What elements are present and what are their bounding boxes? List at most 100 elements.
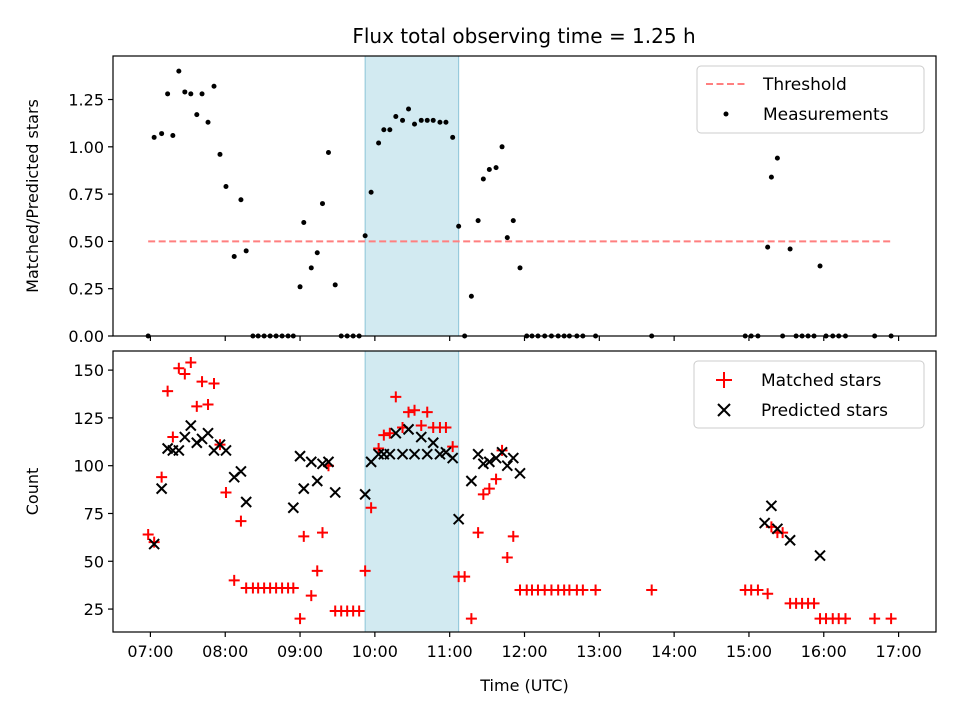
predicted-star-point	[359, 488, 371, 501]
legend-predicted-label: Predicted stars	[761, 401, 888, 421]
predicted-star-point	[507, 452, 519, 464]
y-tick-label: 0.25	[68, 280, 104, 299]
legend-threshold-label: Threshold	[762, 75, 847, 95]
measurement-point	[456, 223, 462, 229]
predicted-star-point	[322, 456, 335, 468]
matched-star-point	[196, 376, 208, 388]
measurement-point	[437, 119, 443, 125]
y-tick-label: 25	[84, 600, 104, 619]
matched-star-point	[421, 406, 433, 418]
x-tick-label: 12:00	[501, 642, 547, 661]
matched-star-point	[179, 368, 191, 380]
matched-star-point	[316, 527, 328, 539]
predicted-star-point	[396, 448, 409, 460]
measurement-point	[325, 149, 331, 155]
ratio-y-axis: 0.00 0.25 0.50 0.75 1.00 1.25	[68, 91, 113, 346]
matched-star-point	[298, 530, 310, 542]
measurement-point	[314, 250, 320, 256]
matched-star-point	[228, 574, 240, 586]
time-x-axis: 07:00 08:00 09:00 10:00 11:00 12:00 13:00 14:00…	[127, 632, 922, 661]
measurement-point	[765, 244, 771, 250]
time-x-axis-label: Time (UTC)	[479, 676, 568, 695]
measurement-point	[231, 254, 237, 260]
predicted-star-point	[311, 475, 323, 487]
legend-matched-swatch	[716, 372, 732, 388]
predicted-star-points	[148, 419, 826, 562]
measurement-point	[517, 265, 523, 271]
x-tick-label: 13:00	[576, 642, 622, 661]
measurement-point	[199, 91, 205, 97]
ratio-x-ticks	[149, 336, 900, 341]
count-panel: 25 50 75 100 125 150 07:00 08:00 09:00 10:00 11:0…	[23, 350, 937, 695]
measurement-point	[376, 140, 382, 146]
predicted-star-point	[329, 486, 341, 499]
predicted-star-point	[298, 482, 310, 495]
matched-star-point	[359, 565, 371, 577]
predicted-star-point	[372, 448, 385, 460]
x-tick-label: 16:00	[801, 642, 847, 661]
matched-star-point	[440, 421, 452, 433]
predicted-star-point	[191, 437, 203, 449]
ratio-y-axis-label: Matched/Predicted stars	[23, 99, 42, 293]
matched-star-point	[577, 584, 589, 596]
measurement-point	[182, 89, 188, 95]
matched-star-point	[294, 613, 306, 625]
matched-star-point	[490, 473, 502, 485]
matched-star-point	[220, 486, 232, 498]
x-tick-label: 15:00	[726, 642, 772, 661]
matched-star-point	[390, 391, 402, 403]
matched-star-point	[235, 515, 247, 527]
measurement-point	[493, 165, 499, 171]
measurement-point	[223, 184, 229, 190]
matched-star-point	[839, 613, 851, 625]
measurement-point	[319, 201, 325, 207]
matched-star-point	[202, 399, 214, 411]
matched-star-point	[590, 584, 602, 596]
matched-star-point	[465, 613, 477, 625]
measurement-point	[243, 248, 249, 254]
matched-star-point	[373, 442, 385, 454]
x-tick-label: 07:00	[127, 642, 173, 661]
measurement-point	[165, 91, 171, 97]
x-tick-label: 09:00	[277, 642, 323, 661]
x-tick-label: 14:00	[651, 642, 697, 661]
observing-span-bottom	[364, 350, 460, 633]
measurement-point	[468, 293, 474, 299]
matched-star-point	[459, 571, 471, 583]
measurement-point	[504, 235, 510, 241]
measurement-point	[393, 114, 399, 120]
matched-star-point	[384, 427, 396, 439]
x-tick-label: 17:00	[876, 642, 922, 661]
measurement-point	[308, 265, 314, 271]
predicted-star-point	[501, 459, 513, 472]
predicted-star-point	[784, 534, 796, 546]
legend-matched-label: Matched stars	[761, 371, 881, 391]
measurement-point	[211, 83, 217, 89]
predicted-star-point	[408, 448, 421, 460]
measurement-point	[817, 263, 823, 269]
measurement-point	[170, 132, 176, 138]
matched-star-point	[311, 565, 323, 577]
measurement-point	[238, 197, 244, 203]
predicted-star-point	[452, 513, 465, 525]
measurement-point	[205, 119, 211, 125]
matched-star-point	[477, 488, 489, 500]
measurement-point	[406, 106, 412, 112]
predicted-star-point	[235, 465, 247, 478]
matched-star-point	[646, 584, 658, 596]
measurement-point	[362, 233, 368, 239]
predicted-star-point	[446, 452, 459, 464]
predicted-star-point	[220, 444, 232, 457]
matched-star-point	[173, 362, 185, 374]
legend-measurements-label: Measurements	[763, 105, 889, 125]
predicted-star-point	[402, 423, 415, 436]
predicted-star-point	[427, 437, 439, 449]
measurement-point	[443, 119, 449, 125]
measurement-point	[768, 174, 774, 180]
matched-star-point	[156, 471, 168, 483]
measurement-point	[787, 246, 793, 252]
observing-span-top	[364, 55, 460, 337]
chart-title: Flux total observing time = 1.25 h	[352, 24, 695, 48]
matched-star-point	[167, 431, 179, 443]
